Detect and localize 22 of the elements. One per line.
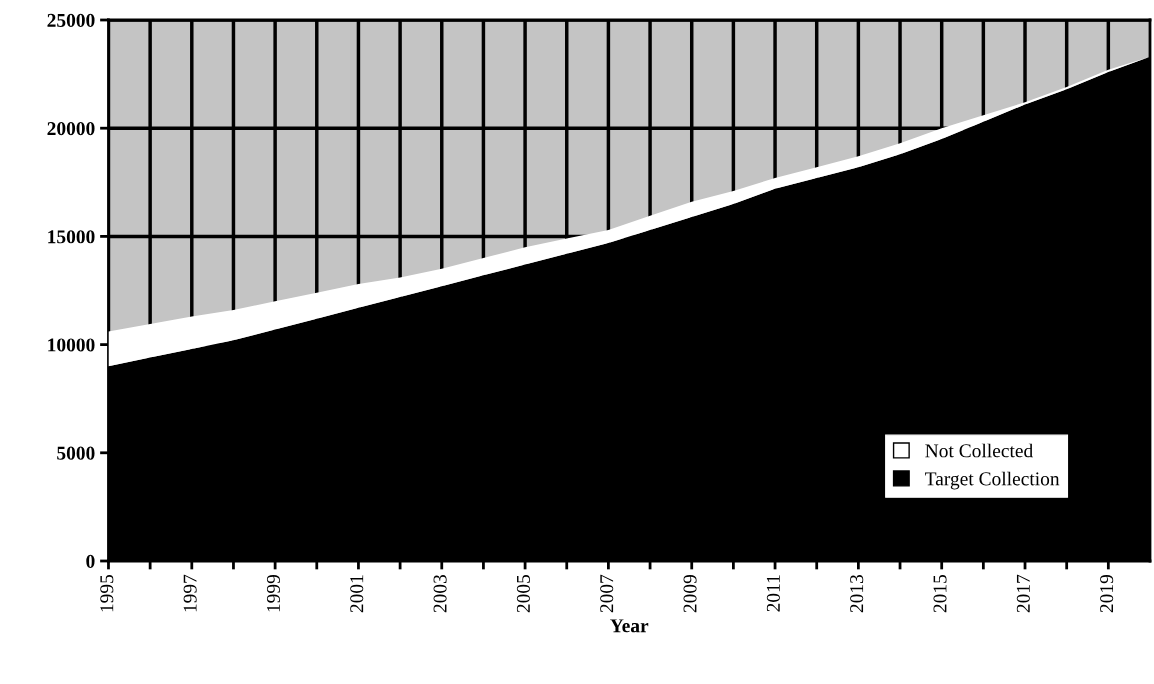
x-tick-label: 2001 (350, 575, 364, 613)
x-tick-label: 2019 (1100, 574, 1114, 613)
x-tick-label: 2011 (766, 575, 780, 612)
x-tick-label: 1999 (266, 574, 280, 612)
y-tick-label: 25000 (47, 13, 95, 27)
x-tick-label: 2015 (933, 574, 947, 613)
x-tick-label: 2013 (850, 574, 864, 613)
x-axis-title: Year (610, 619, 649, 633)
y-tick-label: 5000 (57, 446, 95, 460)
x-tick-label: 1995 (100, 574, 114, 612)
legend-label: Target Collection (925, 471, 1060, 490)
x-tick-label: 1997 (183, 574, 197, 612)
y-tick-label: 15000 (48, 230, 95, 244)
x-tick-label: 2007 (600, 574, 614, 613)
x-tick-label: 2003 (433, 574, 447, 613)
legend-label: Not Collected (925, 443, 1033, 458)
x-tick-label: 2009 (683, 574, 697, 613)
x-tick-label: 2005 (516, 574, 530, 613)
y-tick-label: 0 (86, 554, 95, 568)
y-tick-label: 20000 (47, 122, 95, 136)
y-tick-label: 10000 (48, 338, 95, 352)
x-tick-label: 2017 (1016, 574, 1030, 613)
